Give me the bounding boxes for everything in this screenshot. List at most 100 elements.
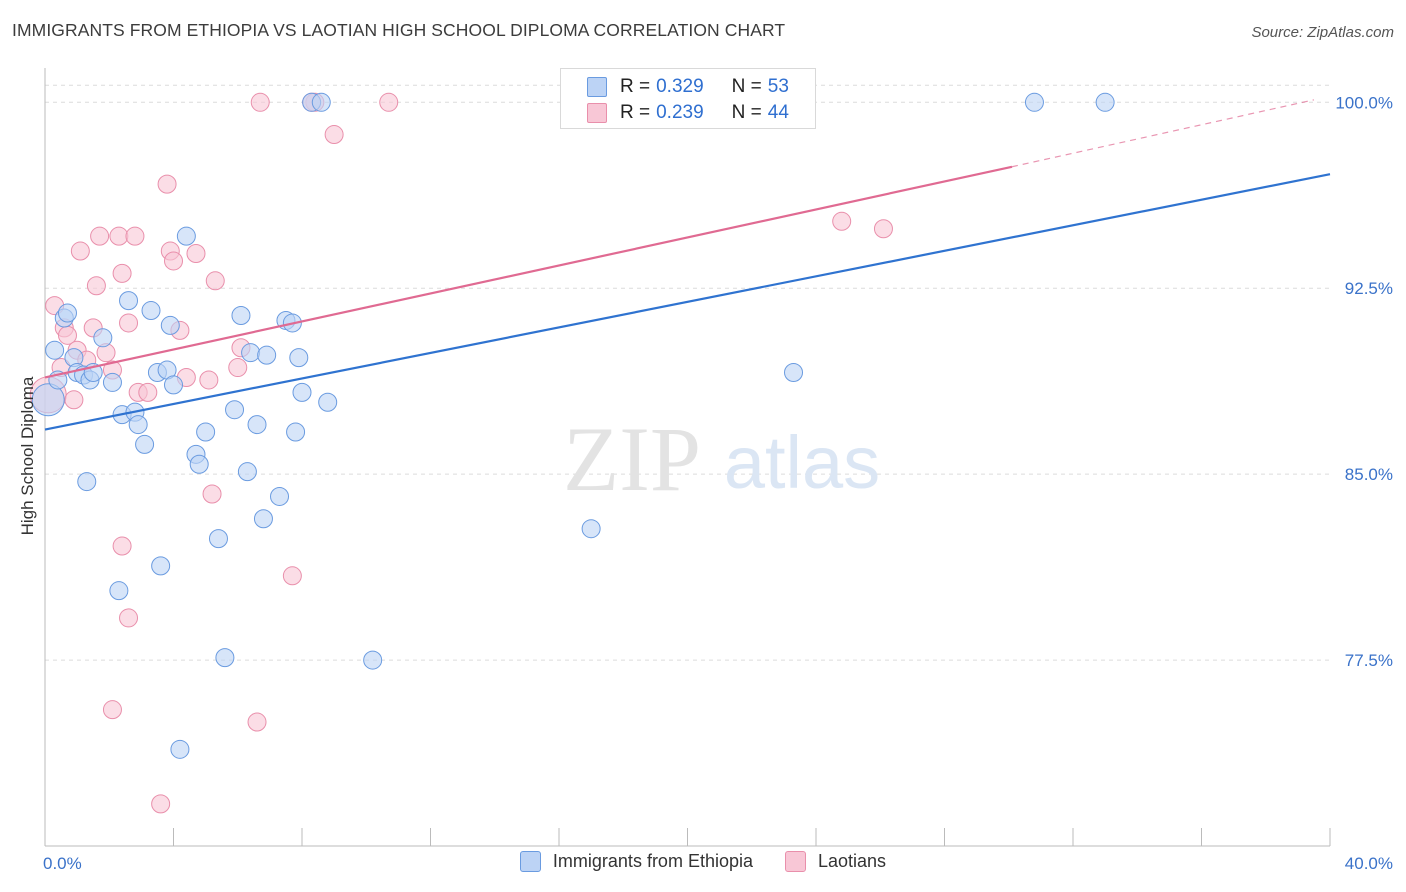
ethiopia-point xyxy=(231,306,251,326)
trend-lines xyxy=(44,99,1331,431)
ethiopia-point xyxy=(119,291,139,311)
legend-r-value: 0.329 xyxy=(656,76,704,97)
ethiopia-point xyxy=(247,415,267,435)
legend-r-value: 0.239 xyxy=(656,102,704,123)
ethiopia-trend-line xyxy=(44,173,1331,431)
ethiopia-point xyxy=(318,392,338,412)
legend-item-ethiopia: Immigrants from Ethiopia xyxy=(519,851,753,872)
ethiopia-point xyxy=(241,343,261,363)
laotians-point xyxy=(186,244,206,264)
x-tick-label: 0.0% xyxy=(43,854,82,873)
ethiopia-point xyxy=(784,363,804,383)
legend-row-laotians: R = 0.239 N = 44 xyxy=(587,101,789,125)
laotians-point xyxy=(379,92,399,112)
legend-swatch-blue xyxy=(519,851,541,872)
chart-source: Source: ZipAtlas.com xyxy=(1251,24,1394,41)
laotians-point xyxy=(247,712,267,732)
ethiopia-point xyxy=(160,315,180,335)
ethiopia-point xyxy=(170,739,190,759)
legend-label-laotians: Laotians xyxy=(818,851,887,871)
ethiopia-points xyxy=(31,92,1115,759)
ethiopia-point xyxy=(109,581,129,601)
laotians-point xyxy=(205,271,225,291)
legend-swatch-pink xyxy=(785,851,806,872)
ethiopia-point xyxy=(93,328,113,348)
laotians-trend-line xyxy=(44,165,1013,379)
laotians-point xyxy=(90,226,110,246)
ethiopia-point xyxy=(151,556,171,576)
y-tick-label: 92.5% xyxy=(1345,279,1393,298)
correlation-legend: R = 0.329 N = 53 R = 0.239 N = 44 xyxy=(560,68,816,129)
legend-swatch-pink xyxy=(587,103,607,123)
ethiopia-point xyxy=(196,422,216,442)
legend-n-label: N = xyxy=(731,76,762,97)
legend-item-laotians: Laotians xyxy=(785,851,886,872)
watermark-atlas: atlas xyxy=(724,421,880,504)
ethiopia-point xyxy=(257,345,277,365)
ethiopia-point xyxy=(289,348,309,368)
laotians-point xyxy=(164,251,183,271)
ethiopia-point xyxy=(363,650,383,670)
legend-r-label: R = xyxy=(620,102,651,123)
laotians-point xyxy=(199,370,219,390)
laotians-point xyxy=(157,174,177,194)
laotians-point xyxy=(202,484,222,504)
ethiopia-point xyxy=(225,400,245,420)
laotians-point xyxy=(64,390,84,410)
laotians-point xyxy=(112,536,132,556)
chart-title: IMMIGRANTS FROM ETHIOPIA VS LAOTIAN HIGH… xyxy=(12,20,786,40)
ethiopia-point xyxy=(208,529,228,549)
ethiopia-point xyxy=(141,301,161,321)
ethiopia-point xyxy=(189,454,209,474)
ethiopia-point xyxy=(581,519,601,539)
laotians-point xyxy=(250,92,270,112)
tick-labels: 77.5% 85.0% 92.5% 100.0% 0.0% 40.0% xyxy=(43,93,1393,873)
axes xyxy=(44,68,1331,847)
ethiopia-point xyxy=(31,383,65,417)
x-tick-label: 40.0% xyxy=(1345,854,1393,873)
laotians-point xyxy=(138,382,158,402)
laotians-point xyxy=(70,241,90,261)
laotians-point xyxy=(228,358,248,378)
ethiopia-point xyxy=(286,422,306,442)
ethiopia-point xyxy=(128,415,148,435)
series-legend: Immigrants from Ethiopia Laotians xyxy=(0,851,1406,872)
ethiopia-point xyxy=(292,382,312,402)
watermark-zip: ZIP xyxy=(563,408,701,510)
legend-label-ethiopia: Immigrants from Ethiopia xyxy=(552,851,753,871)
ethiopia-point xyxy=(215,648,235,668)
legend-r-label: R = xyxy=(620,76,651,97)
legend-n-label: N = xyxy=(731,102,762,123)
laotians-point xyxy=(873,219,893,239)
legend-n-value: 53 xyxy=(767,76,789,97)
ethiopia-point xyxy=(311,92,331,112)
legend-swatch-blue xyxy=(587,77,607,97)
laotians-point xyxy=(832,211,852,231)
laotians-point xyxy=(125,226,145,246)
ethiopia-point xyxy=(270,486,290,506)
ethiopia-point xyxy=(164,375,183,395)
watermark: ZIP atlas xyxy=(563,408,880,510)
laotians-point xyxy=(324,125,344,145)
laotians-point xyxy=(112,263,132,283)
ethiopia-point xyxy=(135,434,155,454)
y-tick-label: 77.5% xyxy=(1345,651,1393,670)
ethiopia-point xyxy=(253,509,273,529)
laotians-point xyxy=(151,794,171,814)
legend-n-value: 44 xyxy=(767,102,789,123)
ethiopia-point xyxy=(176,226,196,246)
laotians-point xyxy=(119,313,139,333)
y-tick-label: 100.0% xyxy=(1335,93,1393,112)
laotians-point xyxy=(102,700,122,720)
ethiopia-point xyxy=(1024,92,1044,112)
laotians-point xyxy=(119,608,139,628)
ethiopia-point xyxy=(237,462,257,482)
ethiopia-point xyxy=(45,340,65,360)
laotians-trend-extension xyxy=(1011,99,1315,168)
y-axis-label: High School Diploma xyxy=(18,376,37,536)
ethiopia-point xyxy=(102,372,122,392)
ethiopia-point xyxy=(57,303,77,323)
y-tick-label: 85.0% xyxy=(1345,465,1393,484)
laotians-point xyxy=(86,276,106,296)
